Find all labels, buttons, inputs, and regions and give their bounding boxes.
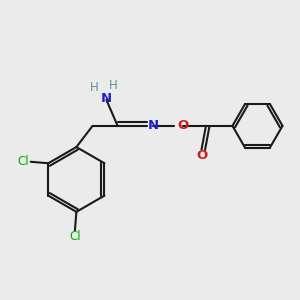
Text: O: O xyxy=(178,119,189,132)
Text: N: N xyxy=(101,92,112,105)
Text: H: H xyxy=(109,79,117,92)
Text: O: O xyxy=(196,149,207,162)
Text: Cl: Cl xyxy=(69,230,81,243)
Text: H: H xyxy=(90,81,98,94)
Text: N: N xyxy=(148,119,159,132)
Text: Cl: Cl xyxy=(17,155,28,168)
